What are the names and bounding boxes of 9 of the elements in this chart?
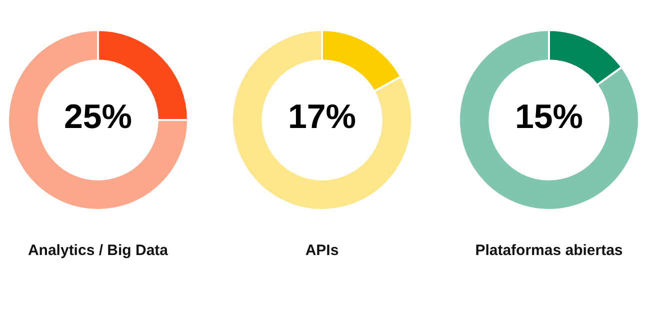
text: Plataformas abiertas — [474, 242, 624, 259]
donut-slice — [458, 29, 640, 211]
text: Analytics / Big Data — [26, 242, 170, 259]
donut-slice — [231, 29, 413, 211]
data-label: 17% — [286, 98, 358, 137]
data-label: 15% — [514, 98, 584, 137]
text: APIs — [304, 242, 340, 259]
data-label: 25% — [62, 98, 134, 137]
donut-slice — [7, 29, 189, 211]
